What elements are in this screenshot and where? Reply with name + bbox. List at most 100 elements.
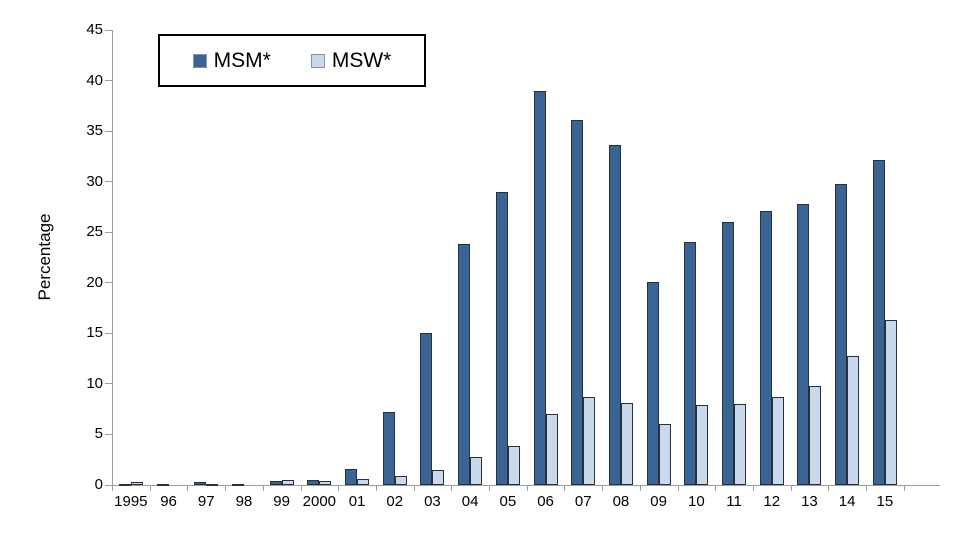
y-tick-label: 5 [94,425,103,443]
bar-msw-11 [734,404,747,485]
x-axis-tick [300,486,302,491]
bar-msm-14 [835,184,848,485]
x-axis-tick [112,486,113,491]
bar-msm-10 [684,242,697,485]
bar-msw-99 [281,480,294,485]
bar-msm-1995 [118,484,131,486]
bar-msm-11 [722,222,735,485]
x-tick-label: 09 [650,493,667,510]
y-tick-label: 45 [86,21,103,38]
x-axis-tick [715,486,717,491]
bar-msw-03 [432,470,445,485]
x-axis-tick [225,486,227,491]
x-axis-tick [187,486,189,491]
bar-msw-05 [507,446,520,485]
y-axis-tick [105,282,112,284]
bar-msm-15 [872,160,885,485]
y-tick-label: 40 [86,71,103,89]
x-axis-tick [526,486,528,491]
y-tick-label: 30 [86,172,103,190]
x-tick-label: 10 [688,493,705,510]
x-tick-label: 2000 [302,493,337,510]
legend: MSM* MSW* [158,34,426,87]
x-axis-tick [866,486,867,491]
x-tick-label: 15 [876,493,894,510]
x-tick-label: 01 [348,493,366,510]
y-tick-label: 25 [86,223,103,241]
x-axis-tick [413,486,415,491]
bar-msm-13 [797,204,810,485]
bar-msm-04 [458,244,471,485]
bar-msm-98 [231,484,244,486]
x-axis-tick [790,486,792,491]
bar-msw-10 [696,405,709,485]
y-axis-tick [105,181,112,183]
x-axis-tick [375,486,377,491]
x-axis-line [112,485,940,486]
bar-msw-04 [470,457,483,485]
x-tick-label: 04 [461,493,479,510]
y-axis-line [112,30,113,485]
bar-msm-2000 [307,480,320,485]
bar-msm-09 [646,282,659,485]
bar-msw-97 [206,484,219,486]
bar-msm-99 [269,481,282,485]
y-tick-label: 20 [86,273,103,291]
bar-msw-06 [545,414,558,485]
x-axis-tick [262,486,264,491]
y-axis-tick [105,80,112,82]
bar-msm-01 [345,469,358,485]
x-tick-label: 06 [537,493,554,510]
x-axis-tick [149,486,151,491]
x-axis-tick [451,486,453,491]
bar-msm-96 [156,484,169,486]
y-axis-tick [105,130,112,132]
y-axis-title: Percentage [35,213,54,301]
x-tick-label: 03 [424,493,441,510]
x-axis-tick [639,486,641,491]
bar-msw-12 [771,397,784,485]
y-axis-tick [105,231,112,233]
x-tick-label: 1995 [114,493,148,510]
bar-msw-14 [847,356,860,485]
bar-msw-09 [658,424,671,485]
bar-msw-13 [809,386,822,485]
legend-swatch-icon [192,53,207,68]
bar-msw-08 [620,403,633,485]
y-tick-label: 35 [86,122,103,140]
bar-msw-1995 [130,482,143,485]
x-tick-label: 08 [612,493,630,510]
legend-label: MSW* [331,48,392,72]
x-axis-tick [602,486,604,491]
x-axis-tick [828,486,830,491]
x-tick-label: 11 [726,493,742,510]
bar-msm-08 [608,145,621,485]
bar-msw-15 [884,320,897,485]
bar-msm-05 [495,192,508,485]
x-tick-label: 05 [499,493,517,510]
bar-msw-02 [394,476,407,485]
legend-label: MSM* [213,48,271,72]
x-tick-label: 97 [197,493,215,510]
x-tick-label: 99 [273,493,290,510]
x-axis-tick [489,486,490,491]
bar-msm-97 [194,482,207,485]
bar-msm-02 [382,412,395,485]
y-tick-label: 0 [94,476,103,493]
bar-msm-06 [533,91,546,485]
bar-msw-01 [357,479,370,485]
legend-item-msm: MSM* [192,48,271,73]
y-axis-tick [105,29,112,31]
x-tick-label: 07 [574,493,592,510]
y-axis-tick [105,433,112,435]
y-axis-tick [105,332,112,334]
bar-msw-07 [583,397,596,485]
bar-msw-2000 [319,481,332,485]
legend-swatch-icon [310,53,325,68]
bar-msm-07 [571,120,584,485]
x-axis-tick [677,486,679,491]
x-tick-label: 12 [763,493,781,510]
x-tick-label: 02 [386,493,404,510]
x-tick-label: 14 [838,493,856,510]
